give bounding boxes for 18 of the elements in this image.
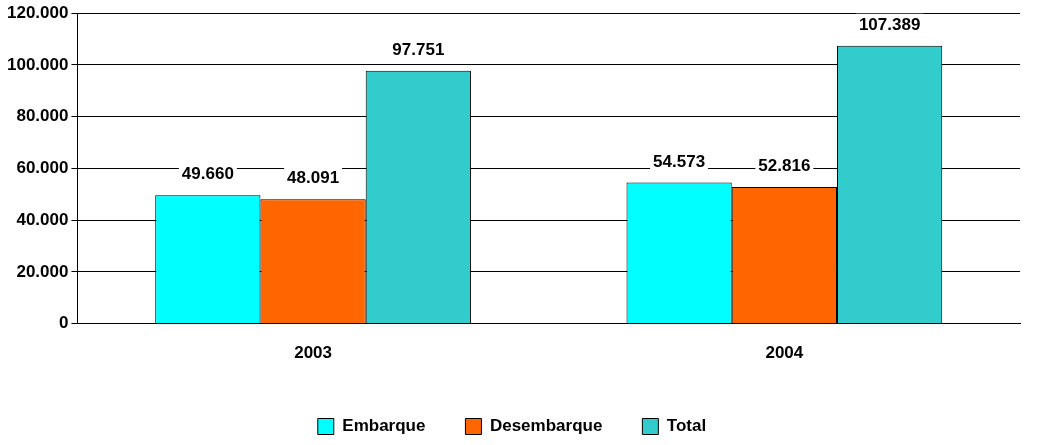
y-tick-label: 120.000 <box>7 2 69 22</box>
y-tick-label: 0 <box>58 313 69 333</box>
y-tick-label: 100.000 <box>7 54 69 74</box>
y-tick-label: 20.000 <box>16 261 69 281</box>
data-label: 97.751 <box>392 39 445 59</box>
data-label: 52.816 <box>758 156 811 176</box>
data-label: 107.389 <box>858 15 921 35</box>
data-label: 48.091 <box>287 168 340 188</box>
y-tick-label: 60.000 <box>16 158 69 178</box>
legend-label: Total <box>666 416 707 436</box>
y-tick-label: 40.000 <box>16 209 69 229</box>
legend-label: Embarque <box>342 416 426 436</box>
x-tick-label: 2004 <box>765 343 804 363</box>
x-tick-label: 2003 <box>294 343 332 363</box>
y-tick-label: 80.000 <box>16 106 69 126</box>
legend-label: Desembarque <box>489 416 603 436</box>
data-label: 54.573 <box>653 151 706 171</box>
data-label: 49.660 <box>181 164 234 184</box>
